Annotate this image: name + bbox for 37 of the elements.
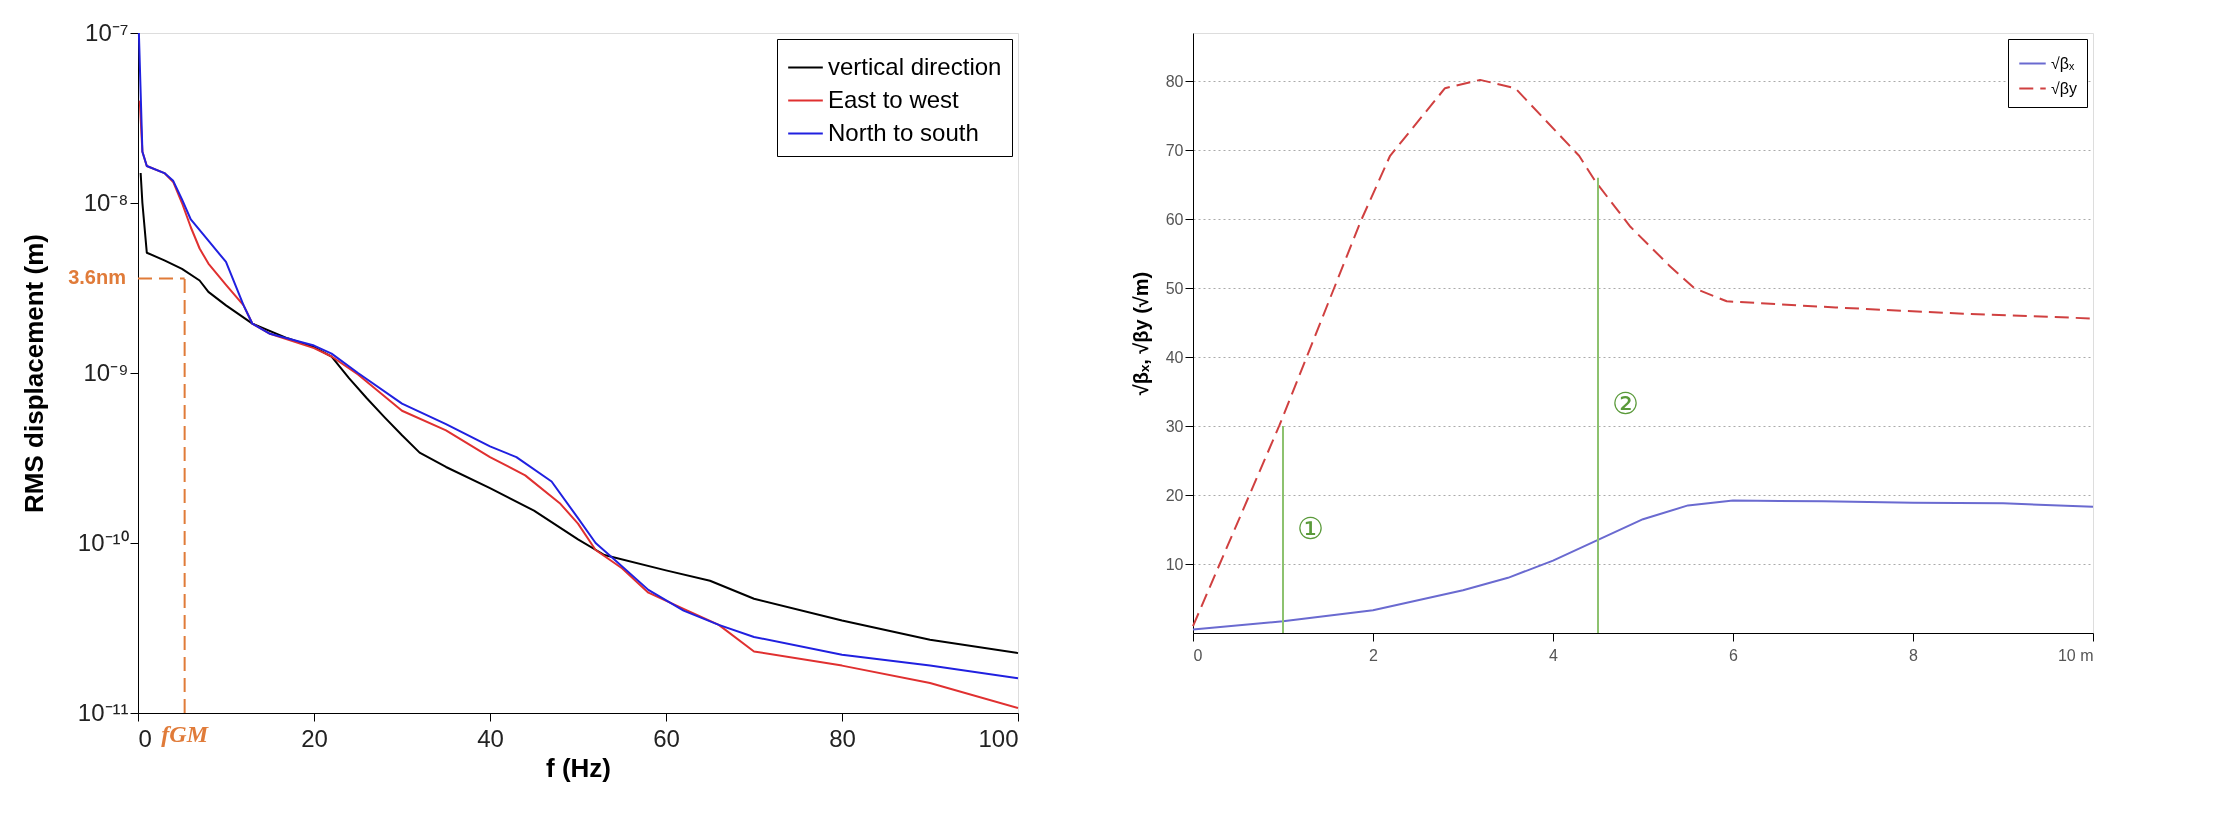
legend-label: √βₓ xyxy=(2051,54,2075,72)
x-tick-label: 4 xyxy=(1549,646,1559,664)
y-tick-label: 30 xyxy=(1165,417,1184,435)
x-tick-label: 80 xyxy=(829,724,856,752)
x-tick-label: 8 xyxy=(1909,646,1919,664)
y-tick-label: 10⁻¹¹ xyxy=(77,698,129,726)
y-tick-label: 10⁻⁸ xyxy=(83,188,129,216)
annotation: ② xyxy=(1612,386,1639,422)
x-tick-label: 40 xyxy=(477,724,504,752)
x-tick-label: 6 xyxy=(1729,646,1739,664)
annotation: ① xyxy=(1297,510,1324,546)
ref-line-label: fGM xyxy=(161,721,210,747)
y-tick-label: 40 xyxy=(1165,348,1184,366)
x-tick-label: 60 xyxy=(653,724,680,752)
y-axis-title: √βₓ, √βy (√m) xyxy=(1129,271,1152,396)
x-axis-title: f (Hz) xyxy=(546,752,611,783)
x-tick-label: 10 m xyxy=(2057,646,2094,664)
x-tick-label: 2 xyxy=(1369,646,1379,664)
ref-line-label: 3.6nm xyxy=(68,266,126,289)
legend-label: East to west xyxy=(828,85,960,113)
y-tick-label: 10⁻⁷ xyxy=(85,18,129,46)
legend-label: √βy xyxy=(2051,79,2077,97)
y-tick-label: 10 xyxy=(1165,555,1184,573)
x-tick-label: 0 xyxy=(138,724,152,752)
y-tick-label: 20 xyxy=(1165,486,1184,504)
y-tick-label: 10⁻⁹ xyxy=(83,358,129,386)
x-tick-label: 100 xyxy=(978,724,1019,752)
y-tick-label: 60 xyxy=(1165,210,1184,228)
y-tick-label: 80 xyxy=(1165,72,1184,90)
y-tick-label: 70 xyxy=(1165,141,1184,159)
x-tick-label: 0 xyxy=(1193,646,1203,664)
y-tick-label: 10⁻¹⁰ xyxy=(77,528,129,556)
x-tick-label: 20 xyxy=(301,724,328,752)
y-tick-label: 50 xyxy=(1165,279,1184,297)
legend-label: North to south xyxy=(828,118,979,146)
legend-label: vertical direction xyxy=(828,52,1002,80)
y-axis-title: RMS displacement (m) xyxy=(18,234,49,513)
